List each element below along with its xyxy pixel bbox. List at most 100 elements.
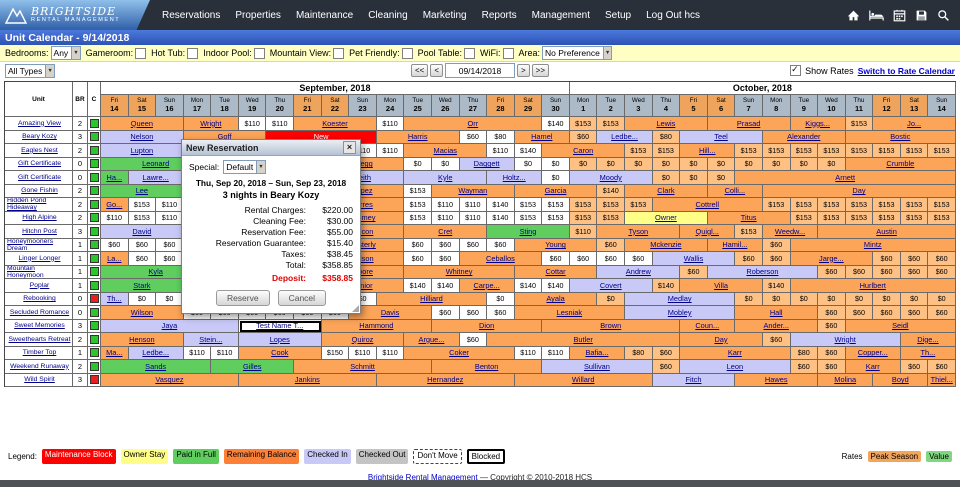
reservation-block[interactable]: Carpe... bbox=[459, 279, 515, 293]
reservation-block[interactable]: Nelson bbox=[101, 130, 184, 144]
reservation-block[interactable]: Fitch bbox=[652, 373, 736, 387]
rate-cell[interactable]: $140 bbox=[762, 279, 791, 293]
rate-cell[interactable]: $110 bbox=[376, 346, 405, 360]
rate-cell[interactable]: $60 bbox=[762, 252, 791, 266]
reservation-block[interactable]: Mobley bbox=[625, 306, 736, 320]
reservation-block[interactable]: Hamel bbox=[514, 130, 570, 144]
search-icon[interactable] bbox=[937, 9, 950, 22]
rate-cell[interactable]: $110 bbox=[459, 198, 488, 212]
reservation-block[interactable]: Quiroz bbox=[321, 333, 405, 347]
rate-cell[interactable]: $110 bbox=[183, 346, 212, 360]
rate-cell[interactable]: $153 bbox=[928, 211, 956, 225]
reservation-block[interactable]: Young bbox=[514, 238, 598, 252]
reservation-block[interactable]: Harris bbox=[376, 130, 460, 144]
owner-stay-block[interactable]: Owner bbox=[625, 211, 708, 225]
reservation-block[interactable]: Ledbe... bbox=[128, 346, 184, 360]
nav-item-management[interactable]: Management bbox=[531, 9, 590, 21]
reservation-block[interactable]: Benton bbox=[431, 360, 543, 374]
rate-cell[interactable]: $0 bbox=[542, 157, 570, 171]
rate-cell[interactable]: $0 bbox=[652, 157, 681, 171]
reservation-block[interactable]: Vasquez bbox=[101, 373, 239, 387]
rate-cell[interactable]: $153 bbox=[762, 144, 791, 158]
rate-cell[interactable]: $150 bbox=[321, 346, 350, 360]
rate-cell[interactable]: $153 bbox=[625, 144, 653, 158]
rate-cell[interactable]: $153 bbox=[762, 198, 791, 212]
reservation-block[interactable]: Willard bbox=[514, 373, 653, 387]
nav-item-log-out-hcs[interactable]: Log Out hcs bbox=[646, 9, 701, 21]
rate-cell[interactable]: $60 bbox=[404, 252, 432, 266]
nav-item-reports[interactable]: Reports bbox=[481, 9, 517, 21]
rate-cell[interactable]: $60 bbox=[156, 252, 184, 266]
rate-cell[interactable]: $60 bbox=[928, 265, 956, 279]
rate-cell[interactable]: $60 bbox=[459, 238, 488, 252]
rate-cell[interactable]: $60 bbox=[652, 360, 681, 374]
reservation-block[interactable]: Kiggs... bbox=[790, 117, 846, 131]
nav-item-cleaning[interactable]: Cleaning bbox=[368, 9, 408, 21]
rate-cell[interactable]: $60 bbox=[818, 265, 846, 279]
reservation-block[interactable]: Davis bbox=[349, 306, 432, 320]
rate-cell[interactable]: $110 bbox=[431, 198, 460, 212]
unit-link[interactable]: Sweet Memories bbox=[14, 322, 65, 330]
reservation-block[interactable]: Mintz bbox=[790, 238, 956, 252]
filter-checkbox[interactable] bbox=[401, 47, 413, 59]
reservation-block[interactable]: Hawes bbox=[735, 373, 819, 387]
rate-cell[interactable]: $153 bbox=[873, 198, 901, 212]
rate-cell[interactable]: $60 bbox=[900, 360, 929, 374]
rate-cell[interactable]: $140 bbox=[652, 279, 681, 293]
rate-cell[interactable]: $153 bbox=[818, 144, 846, 158]
rate-cell[interactable]: $60 bbox=[680, 265, 708, 279]
rate-cell[interactable]: $0 bbox=[762, 292, 791, 306]
reservation-block[interactable]: Dige... bbox=[900, 333, 956, 347]
reservation-block[interactable]: Sullivan bbox=[542, 360, 653, 374]
reservation-block[interactable]: Wallis bbox=[652, 252, 736, 266]
rate-cell[interactable]: $153 bbox=[128, 211, 157, 225]
reservation-block[interactable]: Jarge... bbox=[790, 252, 874, 266]
reservation-block[interactable]: Hamil... bbox=[707, 238, 763, 252]
reservation-block[interactable]: Medlay bbox=[625, 292, 736, 306]
rate-cell[interactable]: $60 bbox=[818, 346, 846, 360]
reservation-block[interactable]: Cook bbox=[238, 346, 322, 360]
unit-link[interactable]: Gift Certificate bbox=[17, 173, 62, 181]
reservation-block[interactable]: Wayman bbox=[431, 184, 515, 198]
reservation-block[interactable]: Bafia... bbox=[569, 346, 626, 360]
rate-cell[interactable]: $60 bbox=[818, 306, 846, 320]
unit-link[interactable]: Eagles Nest bbox=[21, 146, 58, 154]
rate-cell[interactable]: $140 bbox=[597, 184, 626, 198]
rate-cell[interactable]: $153 bbox=[818, 198, 846, 212]
unit-link[interactable]: High Alpine bbox=[22, 214, 57, 222]
rate-cell[interactable]: $0 bbox=[542, 171, 570, 185]
rate-cell[interactable]: $153 bbox=[900, 144, 929, 158]
rate-cell[interactable]: $110 bbox=[431, 211, 460, 225]
rate-cell[interactable]: $140 bbox=[404, 279, 432, 293]
reservation-block[interactable]: Hammond bbox=[321, 319, 432, 333]
rate-cell[interactable]: $110 bbox=[542, 346, 570, 360]
rate-cell[interactable]: $153 bbox=[514, 198, 543, 212]
rate-cell[interactable]: $60 bbox=[762, 333, 791, 347]
reservation-block[interactable]: Kyle bbox=[404, 171, 488, 185]
reservation-block[interactable]: Stark bbox=[101, 279, 184, 293]
rate-cell[interactable]: $60 bbox=[928, 360, 956, 374]
reservation-block[interactable]: Lesniak bbox=[514, 306, 626, 320]
filter-checkbox[interactable] bbox=[502, 47, 514, 59]
rate-cell[interactable]: $60 bbox=[652, 346, 681, 360]
reservation-block[interactable]: Butler bbox=[487, 333, 681, 347]
reservation-block[interactable]: Austin bbox=[818, 225, 956, 239]
rooms-icon[interactable] bbox=[869, 9, 884, 22]
reservation-block[interactable]: Weedw... bbox=[762, 225, 819, 239]
unit-type-select[interactable]: All Types ▼ bbox=[5, 63, 55, 78]
rate-cell[interactable]: $153 bbox=[845, 211, 874, 225]
reservation-block[interactable]: Teel bbox=[680, 130, 763, 144]
rate-cell[interactable]: $60 bbox=[845, 306, 874, 320]
reservation-block[interactable]: Crumble bbox=[845, 157, 956, 171]
save-icon[interactable] bbox=[915, 9, 928, 22]
rate-cell[interactable]: $0 bbox=[569, 157, 598, 171]
rate-cell[interactable]: $0 bbox=[818, 157, 846, 171]
rate-cell[interactable]: $153 bbox=[928, 198, 956, 212]
close-icon[interactable]: × bbox=[343, 141, 356, 154]
reservation-block[interactable]: Cottar bbox=[514, 265, 598, 279]
prev-button[interactable]: < bbox=[430, 64, 443, 77]
show-rates-checkbox[interactable] bbox=[790, 64, 802, 76]
unit-link[interactable]: Hitchn Post bbox=[22, 227, 57, 235]
rate-cell[interactable]: $60 bbox=[569, 252, 598, 266]
rate-cell[interactable]: $60 bbox=[431, 306, 460, 320]
